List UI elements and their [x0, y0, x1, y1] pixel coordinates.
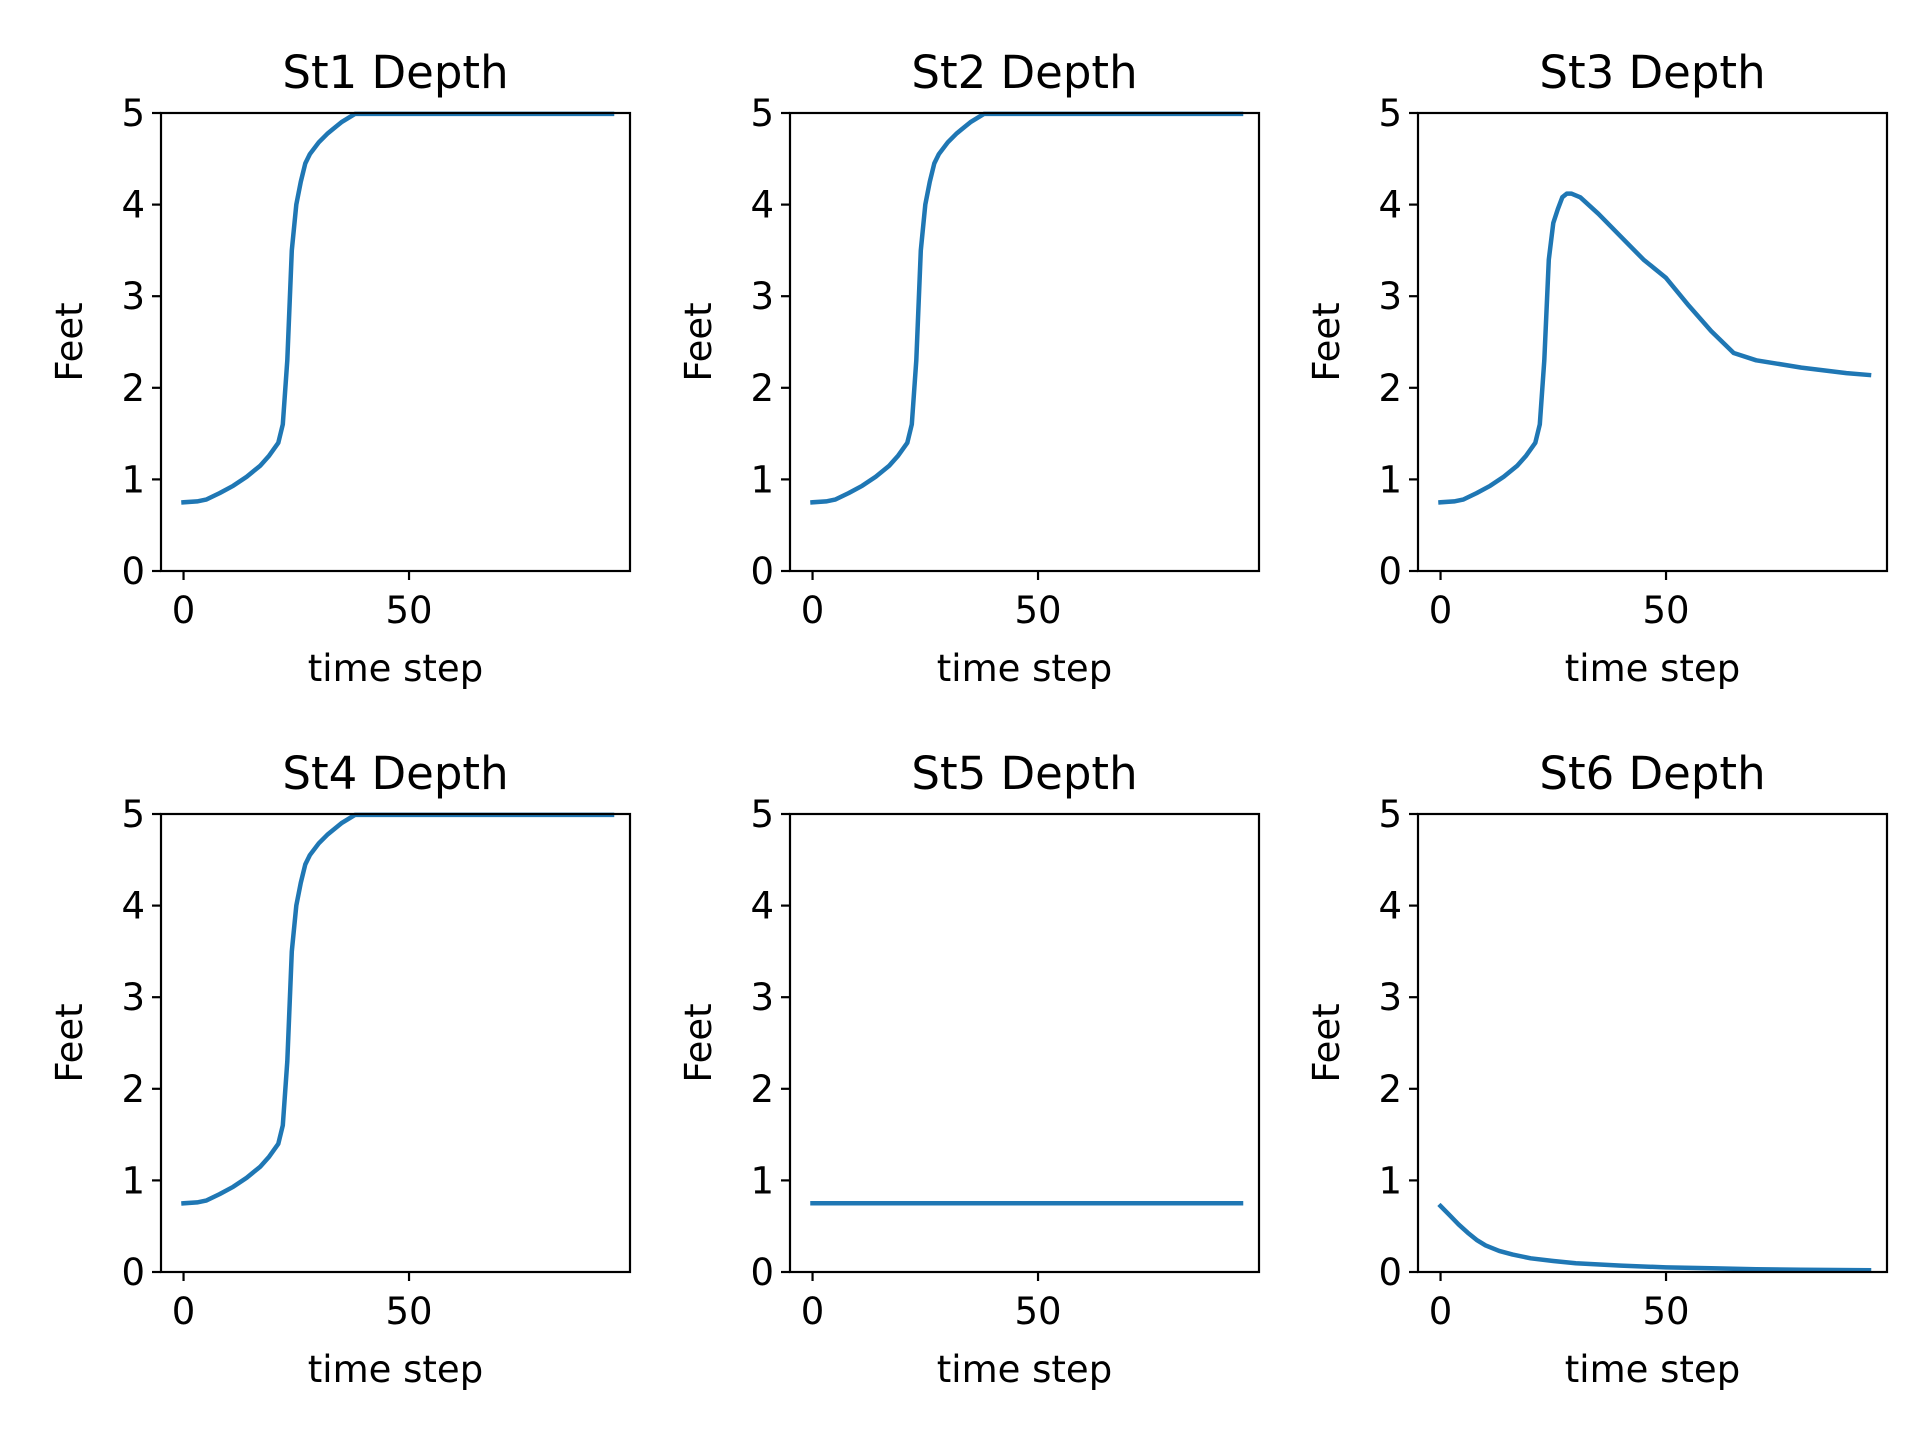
- y-tick-label: 0: [750, 1251, 774, 1294]
- y-tick-label: 0: [1378, 1251, 1402, 1294]
- y-tick-label: 4: [1378, 184, 1402, 227]
- x-tick-label: 0: [1429, 1290, 1453, 1333]
- y-tick-label: 2: [750, 1068, 774, 1111]
- y-tick-label: 0: [750, 550, 774, 593]
- x-tick-label: 50: [385, 589, 432, 632]
- y-tick-label: 1: [121, 458, 145, 501]
- y-tick-label: 0: [1378, 550, 1402, 593]
- subplot-title: St4 Depth: [282, 747, 508, 800]
- y-tick-label: 4: [121, 885, 145, 928]
- y-tick-label: 3: [750, 976, 774, 1019]
- y-tick-label: 5: [1378, 92, 1402, 135]
- y-tick-label: 5: [121, 793, 145, 836]
- x-axis-label: time step: [1565, 1348, 1740, 1391]
- y-tick-label: 3: [121, 275, 145, 318]
- x-axis-label: time step: [308, 647, 483, 690]
- axes-frame: [788, 812, 1261, 1274]
- x-tick-label: 50: [1642, 1290, 1689, 1333]
- axes-frame: [1416, 812, 1889, 1274]
- y-tick-label: 4: [750, 885, 774, 928]
- y-tick-label: 4: [750, 184, 774, 227]
- y-tick-label: 0: [121, 550, 145, 593]
- x-tick-label: 50: [1642, 589, 1689, 632]
- x-tick-label: 50: [1014, 1290, 1061, 1333]
- y-tick-label: 4: [121, 184, 145, 227]
- y-axis-label: Feet: [1305, 302, 1348, 381]
- x-tick-label: 0: [801, 589, 825, 632]
- x-axis-label: time step: [1565, 647, 1740, 690]
- y-tick-label: 5: [750, 92, 774, 135]
- y-tick-label: 1: [1378, 458, 1402, 501]
- y-tick-label: 2: [750, 367, 774, 410]
- subplot-title: St5 Depth: [911, 747, 1137, 800]
- y-axis-label: Feet: [677, 302, 720, 381]
- y-tick-label: 3: [1378, 976, 1402, 1019]
- y-tick-label: 0: [121, 1251, 145, 1294]
- axes-frame: [159, 111, 632, 573]
- y-axis-label: Feet: [48, 302, 91, 381]
- y-tick-label: 2: [1378, 1068, 1402, 1111]
- y-tick-label: 1: [750, 1159, 774, 1202]
- series-line: [1438, 191, 1872, 505]
- axes-frame: [1416, 111, 1889, 573]
- y-tick-label: 3: [750, 275, 774, 318]
- y-tick-label: 2: [121, 367, 145, 410]
- y-tick-label: 1: [1378, 1159, 1402, 1202]
- y-tick-label: 3: [1378, 275, 1402, 318]
- y-axis-label: Feet: [48, 1003, 91, 1082]
- x-tick-label: 50: [385, 1290, 432, 1333]
- x-tick-label: 0: [801, 1290, 825, 1333]
- y-tick-label: 5: [121, 92, 145, 135]
- x-tick-label: 0: [1429, 589, 1453, 632]
- x-axis-label: time step: [308, 1348, 483, 1391]
- subplot-title: St3 Depth: [1539, 46, 1765, 99]
- y-tick-label: 2: [121, 1068, 145, 1111]
- y-tick-label: 3: [121, 976, 145, 1019]
- x-tick-label: 0: [172, 589, 196, 632]
- y-axis-label: Feet: [677, 1003, 720, 1082]
- x-axis-label: time step: [937, 647, 1112, 690]
- x-tick-label: 0: [172, 1290, 196, 1333]
- subplot-title: St6 Depth: [1539, 747, 1765, 800]
- y-tick-label: 2: [1378, 367, 1402, 410]
- series-line: [1437, 1202, 1872, 1273]
- subplot-title: St1 Depth: [282, 46, 508, 99]
- x-axis-label: time step: [937, 1348, 1112, 1391]
- y-axis-label: Feet: [1305, 1003, 1348, 1082]
- y-tick-label: 5: [750, 793, 774, 836]
- y-tick-label: 5: [1378, 793, 1402, 836]
- y-tick-label: 1: [750, 458, 774, 501]
- subplot-title: St2 Depth: [911, 46, 1137, 99]
- x-tick-label: 50: [1014, 589, 1061, 632]
- y-tick-label: 1: [121, 1159, 145, 1202]
- axes-frame: [159, 812, 632, 1274]
- axes-frame: [788, 111, 1261, 573]
- y-tick-label: 4: [1378, 885, 1402, 928]
